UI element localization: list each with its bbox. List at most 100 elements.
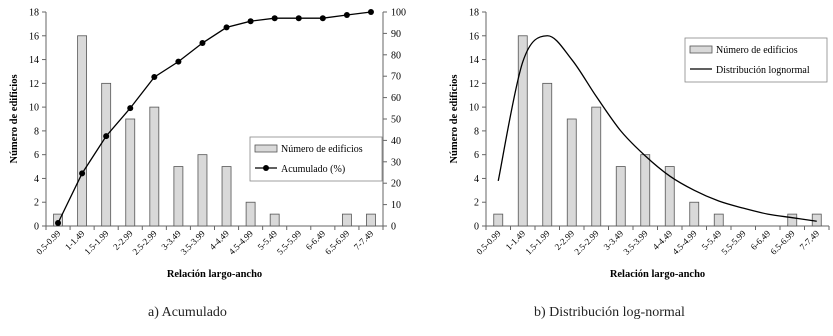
line-marker [55, 220, 62, 227]
x-tick-label: 6.5-6.99 [323, 228, 352, 257]
legend-swatch-marker [263, 165, 269, 171]
y-tick-label: 0 [474, 222, 479, 233]
bar [269, 213, 280, 227]
line-marker [223, 24, 230, 31]
line-marker [295, 15, 302, 22]
y-tick-label: 4 [474, 174, 479, 185]
bar [640, 154, 651, 227]
bar [615, 166, 626, 227]
y-axis-title: Número de edificios [449, 74, 460, 163]
line-marker [127, 105, 134, 112]
line-marker [319, 15, 326, 22]
y2-tick-label: 0 [391, 222, 396, 233]
y-tick-label: 14 [469, 55, 479, 66]
bar [517, 35, 528, 227]
y-tick-label: 8 [34, 126, 39, 137]
bar [787, 213, 798, 227]
bar [689, 201, 700, 227]
bar [149, 106, 160, 227]
y2-tick-label: 90 [391, 29, 401, 40]
y2-tick-label: 50 [391, 115, 401, 126]
legend-box [249, 136, 383, 182]
legend-swatch-bar [254, 144, 278, 153]
y-tick-label: 18 [469, 8, 479, 19]
line-marker [367, 9, 374, 15]
bar [493, 213, 504, 227]
y-tick-label: 0 [34, 222, 39, 233]
legend-box [684, 37, 828, 83]
y2-tick-label: 10 [391, 200, 401, 211]
series-curve-lognormal [497, 35, 817, 222]
x-tick-label: 6.5-6.99 [768, 228, 797, 257]
y2-tick-label: 100 [391, 8, 406, 19]
x-tick-label: 3.5-3.99 [179, 228, 208, 257]
line-marker [247, 18, 254, 25]
legend: Número de edificios Acumulado (%) [249, 136, 383, 182]
x-tick-label: 2.5-2.99 [130, 228, 159, 257]
y2-tick-label: 20 [391, 179, 401, 190]
bar [366, 213, 376, 227]
y-tick-label: 2 [34, 198, 39, 209]
bar [542, 82, 553, 227]
bar [125, 118, 136, 227]
bar [101, 82, 112, 227]
y-axis-title: Número de edificios [9, 74, 20, 163]
x-axis-title: Relación largo-ancho [167, 269, 262, 280]
y2-tick-label: 70 [391, 72, 401, 83]
x-tick-label: 1.5-1.99 [82, 228, 111, 257]
x-tick-label: 3.5-3.99 [621, 228, 650, 257]
caption-panel-a: a) Acumulado [148, 305, 227, 320]
bar [811, 213, 822, 227]
y-tick-label: 4 [34, 174, 39, 185]
bar [566, 118, 577, 227]
y-tick-label: 2 [474, 198, 479, 209]
x-axis-title: Relación largo-ancho [610, 269, 705, 280]
bar [713, 213, 724, 227]
legend-label-line: Distribución lognormal [716, 65, 810, 76]
x-tick-label: 5.5-5.99 [275, 228, 304, 257]
x-tick-label: 2.5-2.99 [572, 228, 601, 257]
x-tick-label: 5.5-5.99 [719, 228, 748, 257]
y-tick-label: 6 [474, 150, 479, 161]
y-tick-label: 18 [29, 8, 39, 19]
bar [245, 201, 256, 227]
y-tick-label: 16 [469, 31, 479, 42]
x-tick-label: 4.5-4.99 [670, 228, 699, 257]
y2-tick-label: 30 [391, 157, 401, 168]
line-marker [199, 40, 206, 47]
bar [591, 106, 602, 227]
line-marker [103, 133, 110, 140]
legend-swatch-bar [689, 45, 713, 54]
y-tick-label: 6 [34, 150, 39, 161]
bar [77, 35, 88, 227]
y-tick-label: 12 [29, 79, 39, 90]
y2-tick-label: 60 [391, 93, 401, 104]
bar [221, 166, 232, 227]
bar [664, 166, 675, 227]
chart-panel-a: 02468101214161801020304050607080901000.5… [9, 8, 406, 281]
x-tick-label: 4.5-4.99 [227, 228, 256, 257]
x-tick-label: 7-7.49 [798, 228, 822, 252]
series-line-acumulado [57, 11, 372, 224]
y2-tick-label: 40 [391, 136, 401, 147]
x-tick-label: 1.5-1.99 [523, 228, 552, 257]
bar [173, 166, 184, 227]
y-tick-label: 10 [469, 103, 479, 114]
y-tick-label: 10 [29, 103, 39, 114]
caption-panel-b: b) Distribución log-normal [534, 305, 685, 320]
y-tick-label: 14 [29, 55, 39, 66]
line-marker [343, 11, 350, 18]
bar [341, 213, 352, 227]
y-tick-label: 16 [29, 31, 39, 42]
x-tick-label: 7-7.49 [352, 228, 376, 252]
legend-label-bars: Número de edificios [281, 144, 363, 155]
line-marker [79, 170, 86, 177]
bar [197, 154, 208, 227]
y2-tick-label: 80 [391, 50, 401, 61]
line-marker [175, 58, 182, 65]
legend: Número de edificios Distribución lognorma… [684, 37, 828, 83]
y-tick-label: 8 [474, 126, 479, 137]
legend-label-line: Acumulado (%) [281, 164, 345, 175]
